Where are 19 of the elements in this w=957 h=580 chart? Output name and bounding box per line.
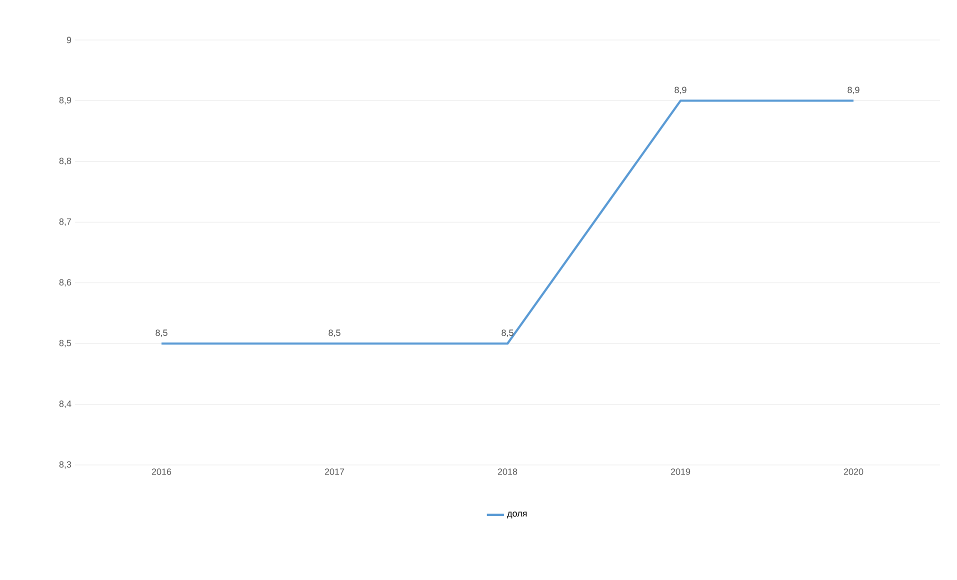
x-tick-label: 2019: [670, 468, 690, 475]
y-tick-label: 8,6: [59, 279, 72, 287]
data-label: 8,5: [502, 330, 514, 338]
y-tick-label: 9: [66, 36, 72, 44]
x-tick-label: 2017: [324, 468, 344, 475]
y-tick-label: 8,3: [59, 461, 72, 469]
y-tick-label: 8,7: [59, 218, 72, 226]
data-label: 8,9: [848, 86, 860, 94]
data-label: 8,9: [674, 86, 686, 94]
data-label: 8,5: [156, 330, 168, 338]
x-tick-label: 2020: [844, 468, 864, 475]
data-label: 8,5: [328, 330, 340, 338]
x-tick-label: 2016: [152, 468, 172, 475]
y-tick-label: 8,8: [59, 158, 72, 166]
y-tick-label: 8,4: [59, 400, 72, 408]
y-tick-label: 8,5: [59, 340, 72, 348]
legend-label: доля: [507, 512, 527, 518]
x-tick-label: 2018: [498, 468, 518, 475]
y-tick-label: 8,9: [59, 96, 72, 104]
